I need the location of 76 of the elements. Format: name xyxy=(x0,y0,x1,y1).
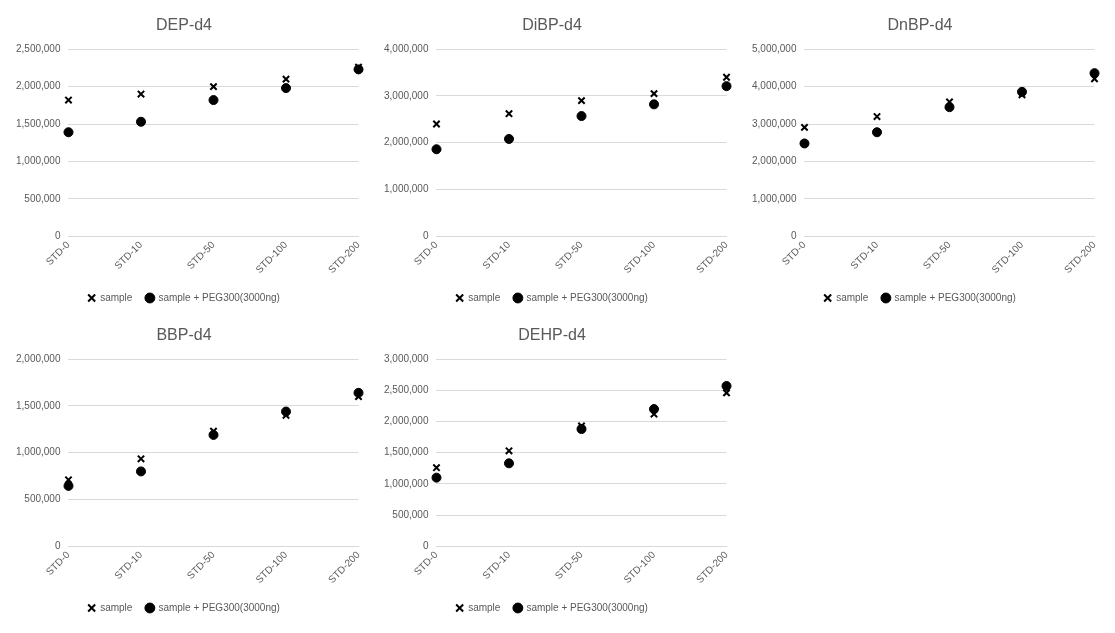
point xyxy=(577,96,586,105)
point xyxy=(281,74,291,84)
point xyxy=(503,133,514,144)
y-tick-label: 2,000,000 xyxy=(15,352,61,364)
point xyxy=(721,381,732,392)
y-tick-label: 3,000,000 xyxy=(383,352,429,364)
point xyxy=(576,111,587,122)
y-tick-label: 0 xyxy=(54,229,61,241)
point xyxy=(649,99,660,110)
point xyxy=(649,89,659,98)
y-tick-label: 1,000,000 xyxy=(383,477,429,489)
y-tick-label: 2,000,000 xyxy=(383,415,429,427)
legend-label: sample xyxy=(100,291,133,303)
y-tick-label: 0 xyxy=(790,229,797,241)
y-tick-label: 0 xyxy=(422,229,429,241)
y-tick-label: 5,000,000 xyxy=(751,42,797,54)
point xyxy=(800,123,809,132)
chart-title: DEHP-d4 xyxy=(518,326,586,344)
chart-title: DiBP-d4 xyxy=(522,16,582,34)
point xyxy=(431,472,442,483)
point xyxy=(503,458,514,469)
y-tick-label: 2,000,000 xyxy=(383,136,429,148)
y-tick-label: 500,000 xyxy=(392,508,429,520)
point xyxy=(136,454,146,463)
legend-label: sample + PEG300(3000ng) xyxy=(526,291,648,303)
point xyxy=(135,466,146,477)
legend-label: sample + PEG300(3000ng) xyxy=(158,291,280,303)
point xyxy=(64,95,73,105)
point xyxy=(432,119,441,129)
point xyxy=(135,116,146,127)
y-tick-label: 1,000,000 xyxy=(383,183,429,195)
point xyxy=(63,480,74,491)
y-tick-label: 1,000,000 xyxy=(751,192,797,204)
point xyxy=(799,138,810,149)
chart-title: DEP-d4 xyxy=(155,16,213,34)
legend-label: sample + PEG300(3000ng) xyxy=(158,601,280,613)
point xyxy=(871,127,882,138)
point xyxy=(208,95,219,106)
chart-title: BBP-d4 xyxy=(156,326,212,344)
legend-label: sample xyxy=(468,601,501,613)
y-tick-label: 1,500,000 xyxy=(15,117,61,129)
y-tick-label: 2,500,000 xyxy=(383,384,429,396)
point xyxy=(431,144,442,155)
point xyxy=(722,388,731,398)
point xyxy=(504,109,514,118)
y-tick-label: 2,000,000 xyxy=(751,155,797,167)
y-tick-label: 1,000,000 xyxy=(15,155,61,167)
point xyxy=(63,127,74,138)
y-tick-label: 3,000,000 xyxy=(751,117,797,129)
y-tick-label: 2,000,000 xyxy=(15,80,61,92)
y-tick-label: 0 xyxy=(54,539,61,551)
legend-label: sample xyxy=(836,291,869,303)
y-tick-label: 1,000,000 xyxy=(15,446,61,458)
chart-title: DnBP-d4 xyxy=(887,16,953,34)
y-tick-label: 1,500,000 xyxy=(383,446,429,458)
y-tick-label: 500,000 xyxy=(24,192,61,204)
legend-label: sample xyxy=(100,601,133,613)
point xyxy=(504,446,514,456)
y-tick-label: 1,500,000 xyxy=(15,399,61,411)
legend-label: sample xyxy=(468,291,501,303)
y-tick-label: 2,500,000 xyxy=(15,42,61,54)
y-tick-label: 4,000,000 xyxy=(751,80,797,92)
y-tick-label: 0 xyxy=(422,539,429,551)
point xyxy=(722,73,731,82)
point xyxy=(136,89,146,99)
point xyxy=(944,102,955,113)
legend-label: sample + PEG300(3000ng) xyxy=(894,291,1016,303)
point xyxy=(281,83,292,94)
point xyxy=(432,463,441,472)
point xyxy=(872,112,882,121)
point xyxy=(209,82,218,91)
y-tick-label: 4,000,000 xyxy=(383,42,429,54)
y-tick-label: 500,000 xyxy=(24,493,61,505)
y-tick-label: 3,000,000 xyxy=(383,89,429,101)
point xyxy=(721,81,732,92)
legend-label: sample + PEG300(3000ng) xyxy=(526,601,648,613)
